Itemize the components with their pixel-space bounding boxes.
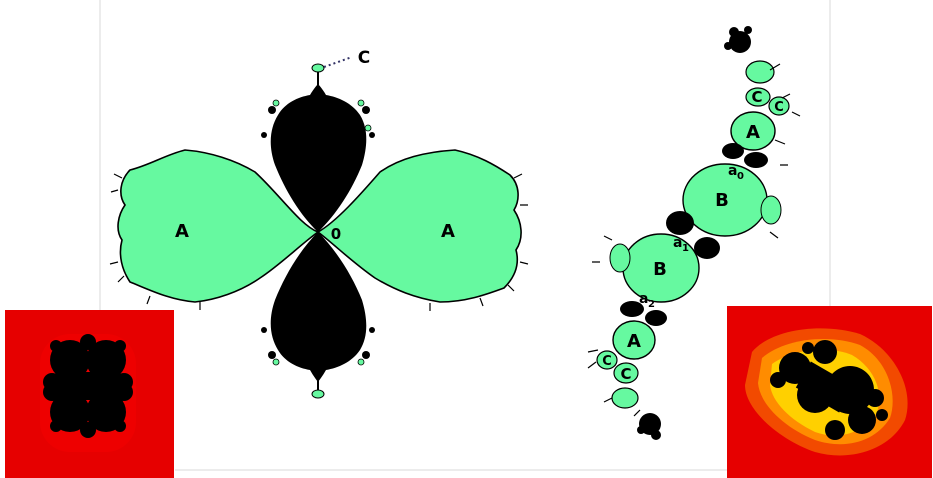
left-C-leader: [323, 56, 353, 68]
label-a1-sub: 1: [682, 243, 689, 254]
label-a0-sub: 0: [737, 171, 744, 182]
left-julia-figure: A A 0 C: [109, 48, 529, 399]
label-right-C-top-2: C: [774, 100, 784, 115]
right-black-tip-bottom: [637, 413, 661, 440]
label-right-B-top: B: [715, 190, 729, 211]
left-julia-bulb-bottom: [270, 232, 367, 382]
inset-right-filled-julia: [727, 306, 932, 478]
right-black-pinch-a1: [666, 211, 720, 259]
inset-left-black-set: [43, 334, 133, 438]
right-bulb-A-bottom: [612, 320, 656, 360]
label-a2-sub: 2: [648, 299, 655, 310]
right-bulb-C-bottom-1: [596, 350, 618, 370]
right-black-tip-top: [724, 26, 752, 53]
label-right-C-bottom-1: C: [602, 354, 612, 369]
label-right-A-top: A: [746, 122, 760, 143]
right-bulb-C-top-2: [768, 96, 790, 116]
label-a2-base: a: [639, 291, 648, 307]
right-side-bud-2: [609, 243, 631, 273]
left-small-buds: [272, 99, 372, 366]
label-right-A-bottom: A: [627, 331, 641, 352]
right-bulb-A-top: [730, 111, 776, 151]
right-bulb-C-bottom-2: [613, 362, 639, 384]
label-a2: a 2: [639, 291, 655, 310]
left-julia-bulb-top: [270, 84, 367, 232]
label-right-C-bottom-2: C: [620, 365, 631, 383]
right-tendrils: [587, 63, 801, 417]
inset-left-filled-julia: [5, 310, 174, 478]
right-bulb-C-top-1: [745, 87, 771, 107]
label-left-zero: 0: [331, 225, 341, 243]
right-side-bud-1: [760, 195, 782, 225]
label-a1-base: a: [673, 235, 682, 251]
right-bulb-small-bottom-1: [611, 387, 639, 409]
right-black-pinch-a0: [722, 143, 768, 168]
left-basin-lobe-A-right: [316, 149, 522, 303]
inset-right-black-set: [770, 340, 888, 440]
left-bulb-fringe: [261, 106, 375, 359]
left-bud-bottom: [311, 389, 325, 399]
left-bud-top: [311, 63, 325, 73]
label-right-C-top-1: C: [751, 88, 762, 106]
label-left-C: C: [358, 48, 370, 68]
right-julia-figure: C C A B B A C C a 0 a 1 a 2: [587, 26, 801, 440]
right-bulb-small-top-1: [745, 60, 775, 84]
label-left-A-1: A: [175, 221, 189, 242]
label-a0: a 0: [728, 163, 744, 182]
label-a0-base: a: [728, 163, 737, 179]
label-a1: a 1: [673, 235, 689, 254]
label-right-B-bottom: B: [653, 259, 667, 280]
right-black-pinch-a2: [620, 301, 667, 326]
label-left-A-2: A: [441, 221, 455, 242]
left-lobe-tendrils: [109, 173, 529, 311]
left-basin-lobe-A-left: [117, 149, 320, 303]
